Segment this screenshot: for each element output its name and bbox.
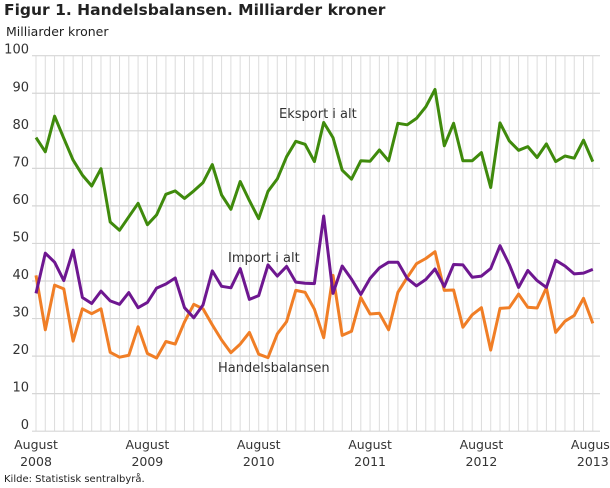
y-tick-label: 70 bbox=[12, 155, 29, 170]
series-label: Import i alt bbox=[228, 251, 300, 266]
y-tick-label: 20 bbox=[12, 343, 29, 358]
x-tick-label-month: August bbox=[14, 437, 58, 452]
y-tick-label: 100 bbox=[4, 43, 29, 58]
x-tick-label-month: August bbox=[348, 437, 392, 452]
x-tick-label-year: 2008 bbox=[20, 454, 52, 469]
y-tick-label: 30 bbox=[12, 306, 29, 321]
y-axis-label: Milliarder kroner bbox=[6, 24, 109, 39]
chart-title: Figur 1. Handelsbalansen. Milliarder kro… bbox=[4, 1, 386, 19]
y-tick-label: 60 bbox=[12, 193, 29, 208]
source-note: Kilde: Statistisk sentralbyrå. bbox=[4, 474, 145, 485]
y-tick-label: 90 bbox=[12, 80, 29, 95]
series-label: Eksport i alt bbox=[279, 107, 357, 122]
x-tick-label-month: August bbox=[460, 437, 504, 452]
x-tick-label-year: 2011 bbox=[354, 454, 386, 469]
y-tick-label: 0 bbox=[21, 418, 29, 433]
x-tick-label-year: 2012 bbox=[466, 454, 498, 469]
x-tick-label-year: 2009 bbox=[131, 454, 163, 469]
y-tick-label: 40 bbox=[12, 268, 29, 283]
y-tick-label: 10 bbox=[12, 381, 29, 396]
x-tick-label-month: August bbox=[237, 437, 281, 452]
x-tick-label-month: August bbox=[571, 437, 610, 452]
series-label: Handelsbalansen bbox=[218, 361, 330, 376]
y-tick-label: 50 bbox=[12, 230, 29, 245]
y-tick-label: 80 bbox=[12, 118, 29, 133]
x-tick-label-month: August bbox=[125, 437, 169, 452]
x-tick-label-year: 2010 bbox=[243, 454, 275, 469]
x-tick-label-year: 2013 bbox=[577, 454, 609, 469]
